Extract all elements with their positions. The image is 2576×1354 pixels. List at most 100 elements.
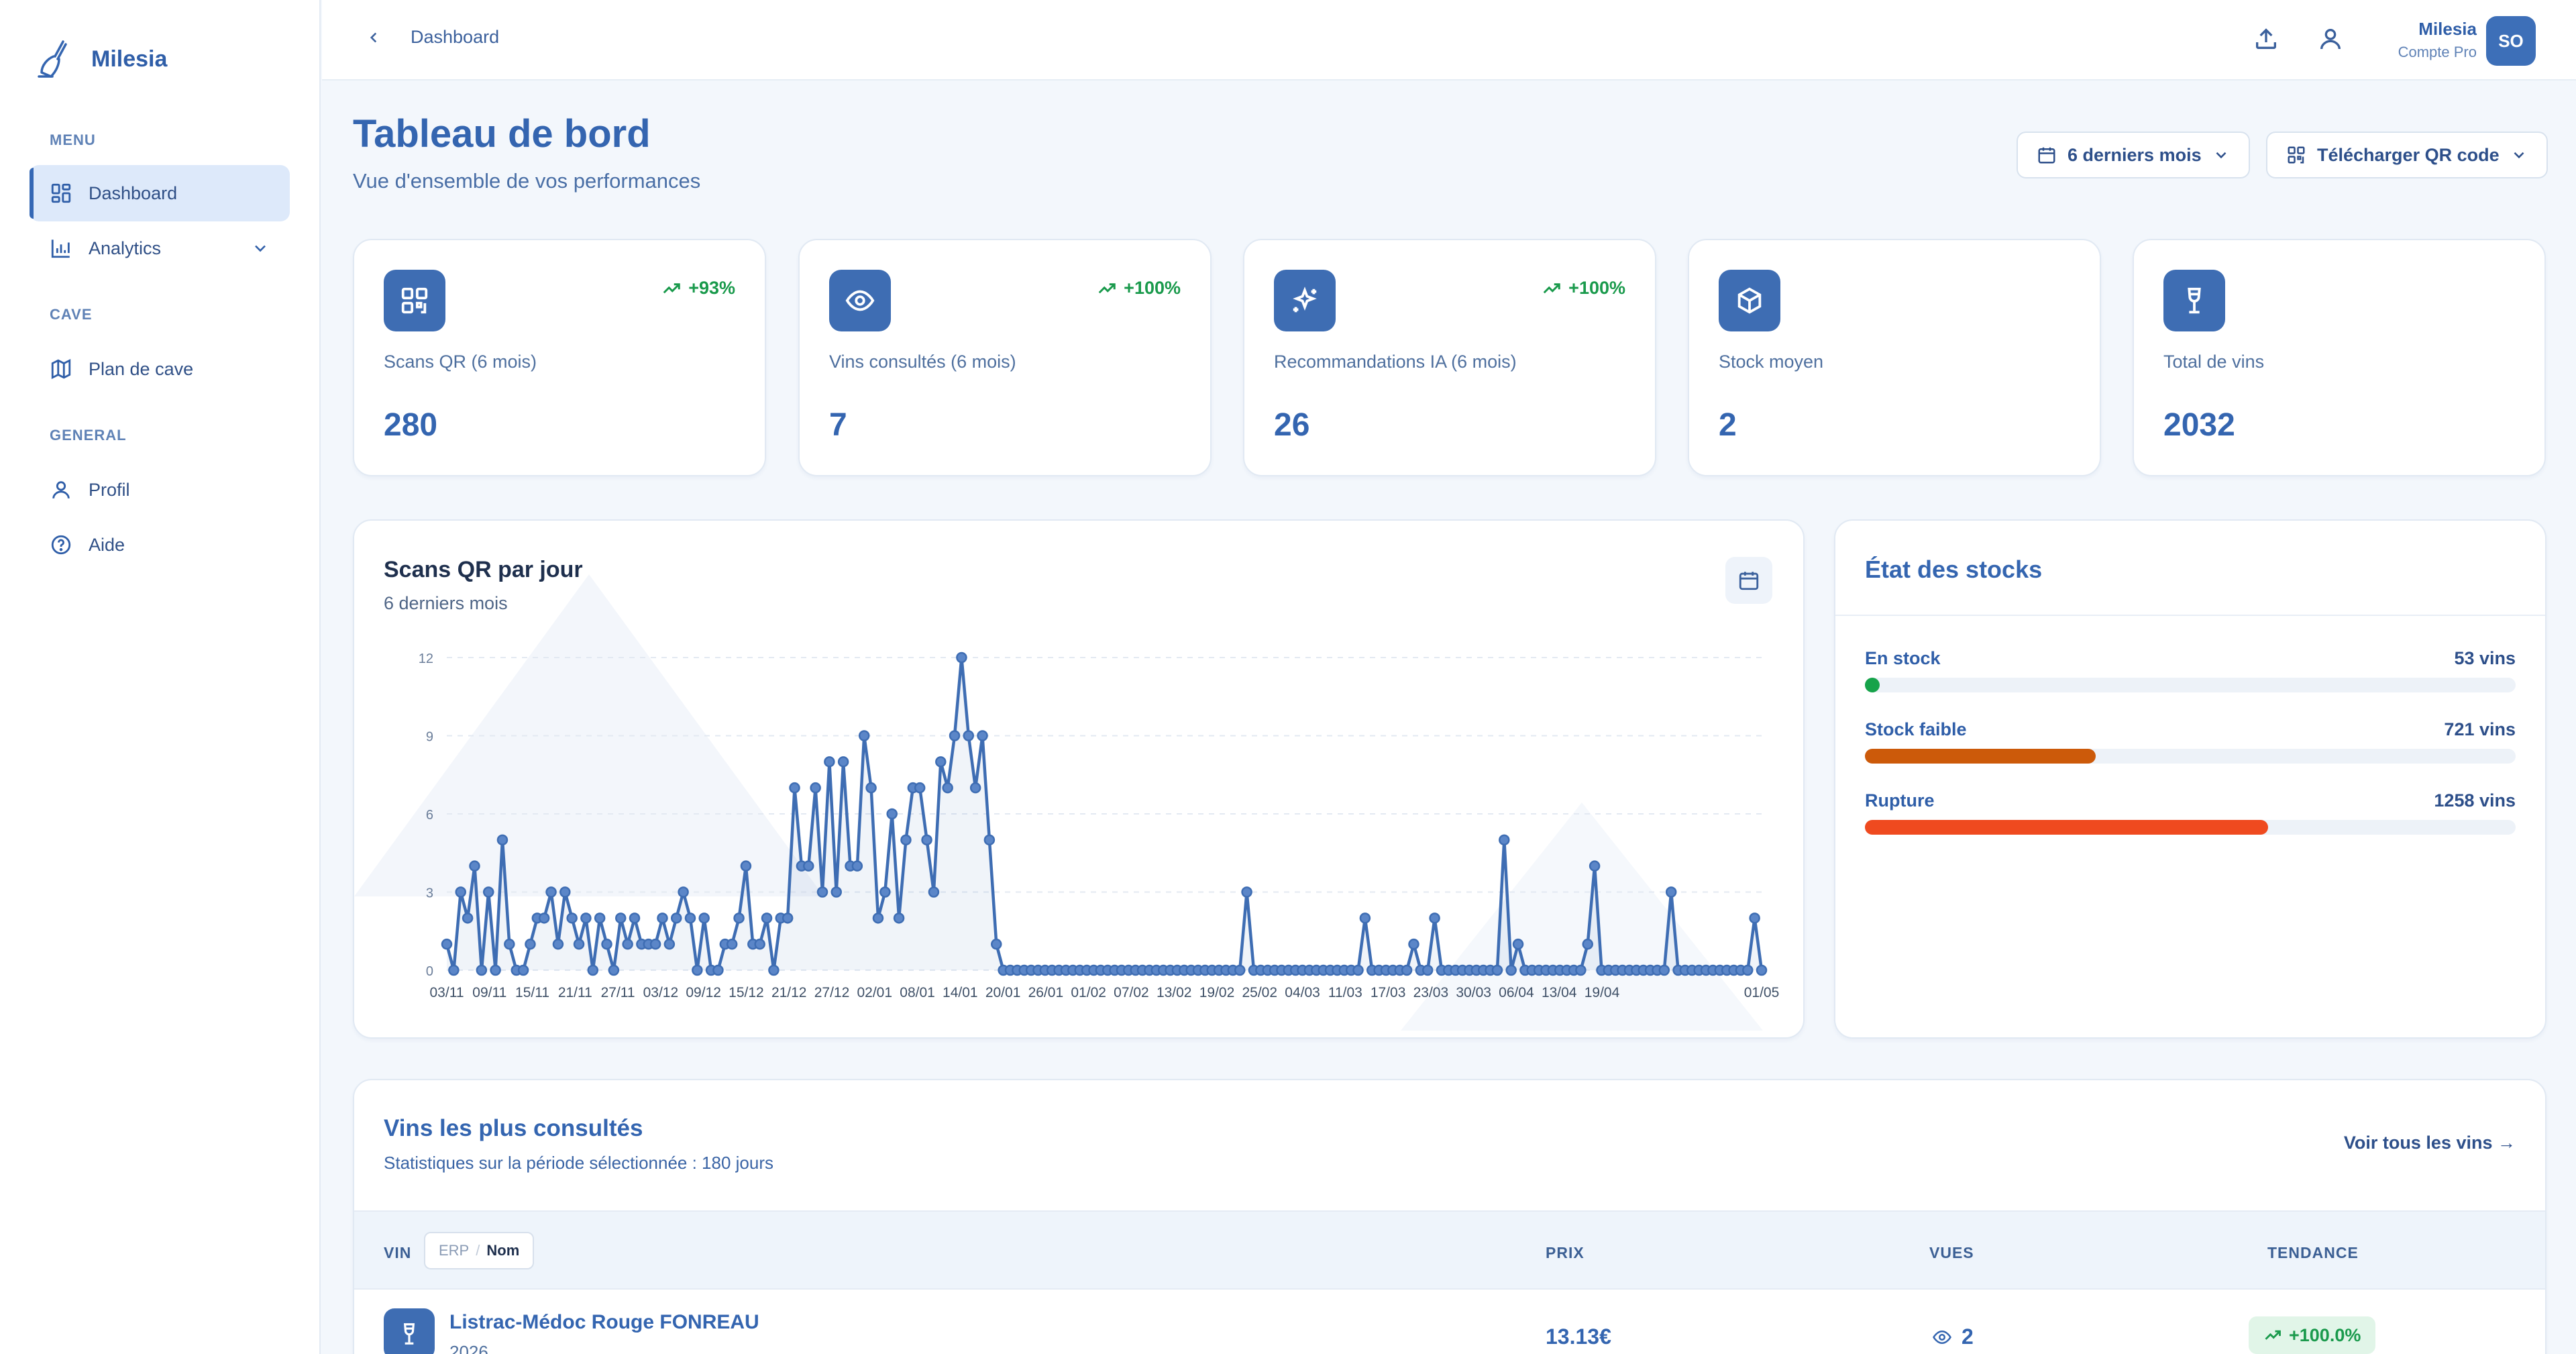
kpi-label: Vins consultés (6 mois): [829, 352, 1016, 372]
data-point: [865, 782, 877, 794]
top-wines-card: Vins les plus consultés Statistiques sur…: [353, 1079, 2546, 1354]
kpi-card-total-vins: Total de vins 2032: [2133, 239, 2546, 476]
x-tick-label: 11/03: [1328, 985, 1362, 1000]
avatar[interactable]: SO: [2486, 16, 2536, 66]
toggle-option-nom[interactable]: Nom: [486, 1242, 520, 1259]
download-qr-button[interactable]: Télécharger QR code: [2266, 132, 2548, 178]
sidebar-item-analytics[interactable]: Analytics: [30, 220, 290, 276]
data-point: [552, 938, 564, 950]
stock-bar-track: [1865, 820, 2516, 835]
x-tick-label: 08/01: [900, 985, 935, 1000]
help-icon: [51, 535, 71, 555]
section-label-general: GENERAL: [50, 427, 127, 444]
chevron-down-icon[interactable]: [251, 239, 270, 258]
sidebar-item-profil[interactable]: Profil: [30, 462, 290, 518]
brand[interactable]: Milesia: [36, 39, 167, 79]
chart-y-ticks: 0 3 6 9 12: [419, 652, 433, 979]
sidebar-item-aide[interactable]: Aide: [30, 517, 290, 573]
user-plan: Compte Pro: [2398, 44, 2477, 60]
erp-name-toggle[interactable]: ERP / Nom: [424, 1232, 535, 1269]
topbar: Dashboard Milesia Compte Pro SO: [322, 0, 2576, 81]
kpi-trend-value: +93%: [688, 278, 735, 298]
user-name: Milesia: [2418, 19, 2477, 39]
sidebar: Milesia MENU Dashboard Analytics CAVE Pl…: [0, 0, 321, 1354]
data-point: [1352, 964, 1364, 976]
column-header-prix[interactable]: PRIX: [1546, 1244, 1585, 1261]
x-tick-label: 01/05: [1744, 985, 1780, 1000]
data-point: [1401, 964, 1413, 976]
data-point: [455, 886, 466, 898]
period-select-button[interactable]: 6 derniers mois: [2017, 132, 2250, 178]
data-point: [858, 730, 870, 741]
data-point: [837, 756, 849, 768]
data-point: [663, 938, 676, 950]
section-label-menu: MENU: [50, 132, 96, 148]
chart-x-ticks: 03/11 09/11 15/11 21/11 27/11 03/12 09/12 15/12…: [430, 985, 1780, 1000]
user-icon: [52, 481, 70, 499]
wine-glass-icon: [2188, 287, 2201, 314]
data-point: [1408, 938, 1419, 950]
chevron-down-icon: [2514, 152, 2524, 159]
data-point: [587, 964, 599, 976]
column-header-vin[interactable]: VIN: [384, 1244, 412, 1261]
kpi-value: 7: [829, 407, 847, 443]
kpi-card-recommandations-ia: +100% Recommandations IA (6 mois) 26: [1243, 239, 1656, 476]
stock-row-rupture: Rupture 1258 vins: [1865, 790, 2516, 851]
toggle-option-erp[interactable]: ERP: [439, 1242, 470, 1259]
sparkles-icon: [1293, 287, 1317, 313]
x-tick-label: 20/01: [985, 985, 1021, 1000]
data-point: [830, 886, 842, 898]
x-tick-label: 01/02: [1071, 985, 1106, 1000]
kpi-icon-box: [1719, 270, 1780, 331]
stock-bar-track: [1865, 678, 2516, 692]
data-point: [538, 913, 550, 924]
data-point: [462, 913, 474, 924]
sidebar-item-dashboard[interactable]: Dashboard: [30, 165, 290, 221]
trend-up-icon: [663, 282, 680, 293]
wine-name[interactable]: Listrac-Médoc Rouge FONREAU: [449, 1311, 759, 1333]
data-point: [657, 913, 668, 924]
data-point: [1429, 913, 1440, 924]
stock-bar-track: [1865, 749, 2516, 764]
trend-up-icon: [2265, 1330, 2281, 1340]
sidebar-item-plan-de-cave[interactable]: Plan de cave: [30, 341, 290, 397]
stock-card: État des stocks En stock 53 vins Stock f…: [1834, 519, 2546, 1039]
eye-icon: [1933, 1330, 1951, 1344]
kpi-icon-box: [2163, 270, 2225, 331]
column-header-tendance[interactable]: TENDANCE: [2267, 1244, 2359, 1261]
sidebar-item-label: Profil: [89, 479, 130, 500]
data-point: [712, 964, 724, 976]
y-tick-label: 6: [426, 808, 433, 823]
y-tick-label: 12: [419, 652, 433, 666]
data-point: [1665, 886, 1677, 898]
upload-icon[interactable]: [2253, 25, 2279, 52]
data-point: [956, 652, 967, 664]
kpi-icon-box: [829, 270, 891, 331]
account-icon[interactable]: [2317, 25, 2344, 52]
x-tick-label: 03/12: [643, 985, 679, 1000]
bar-chart-icon: [51, 240, 70, 258]
data-point: [692, 964, 703, 976]
stock-label: Stock faible: [1865, 719, 1967, 739]
data-point: [851, 860, 863, 872]
chart-title: Scans QR par jour: [384, 557, 583, 582]
column-header-vues[interactable]: VUES: [1929, 1244, 1974, 1261]
data-point: [573, 938, 585, 950]
brand-name: Milesia: [91, 46, 168, 72]
x-tick-label: 14/01: [943, 985, 978, 1000]
data-point: [1512, 938, 1524, 950]
data-point: [559, 886, 571, 898]
kpi-label: Total de vins: [2163, 352, 2265, 372]
view-all-wines-link[interactable]: Voir tous les vins →: [2343, 1133, 2516, 1153]
breadcrumb-current[interactable]: Dashboard: [411, 27, 500, 47]
stock-count: 53 vins: [2454, 648, 2516, 668]
data-point: [601, 938, 612, 950]
user-info[interactable]: Milesia Compte Pro: [2398, 19, 2477, 61]
data-point: [977, 730, 988, 741]
stock-label: Rupture: [1865, 790, 1935, 811]
back-chevron-icon[interactable]: [365, 29, 382, 46]
x-tick-label: 15/11: [515, 985, 549, 1000]
chart-calendar-button[interactable]: [1725, 557, 1772, 604]
data-point: [629, 913, 641, 924]
